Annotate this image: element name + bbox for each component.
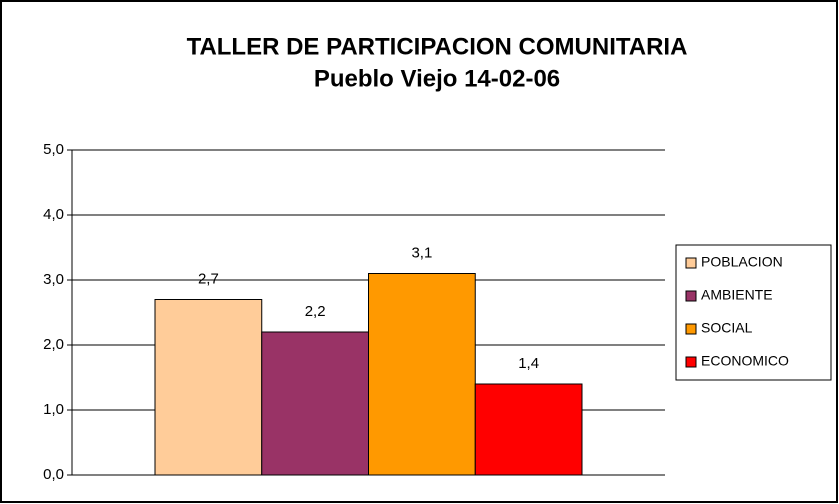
chart-title: TALLER DE PARTICIPACION COMUNITARIA: [187, 33, 688, 60]
bar: [474, 383, 583, 476]
legend-swatch: [685, 290, 697, 302]
legend-label: ECONOMICO: [701, 353, 789, 369]
y-tick-label: 3,0: [43, 271, 64, 288]
y-tick-label: 0,0: [43, 466, 64, 483]
legend-label: AMBIENTE: [701, 287, 773, 303]
data-label: 3,1: [411, 244, 432, 261]
bar: [154, 299, 263, 476]
y-tick-label: 5,0: [43, 141, 64, 158]
legend-swatch: [685, 323, 697, 335]
legend-swatch: [685, 257, 697, 269]
data-label: 2,2: [305, 303, 326, 320]
y-tick-label: 2,0: [43, 336, 64, 353]
legend-label: POBLACION: [701, 254, 783, 270]
data-label: 2,7: [198, 270, 219, 287]
y-tick-label: 1,0: [43, 401, 64, 418]
legend-box: [675, 244, 832, 381]
bar: [368, 273, 476, 476]
chart-subtitle: Pueblo Viejo 14-02-06: [314, 65, 560, 92]
y-tick-label: 4,0: [43, 206, 64, 223]
legend-swatch: [685, 356, 697, 368]
bar: [261, 331, 369, 476]
legend-label: SOCIAL: [701, 320, 753, 336]
data-label: 1,4: [518, 355, 539, 372]
